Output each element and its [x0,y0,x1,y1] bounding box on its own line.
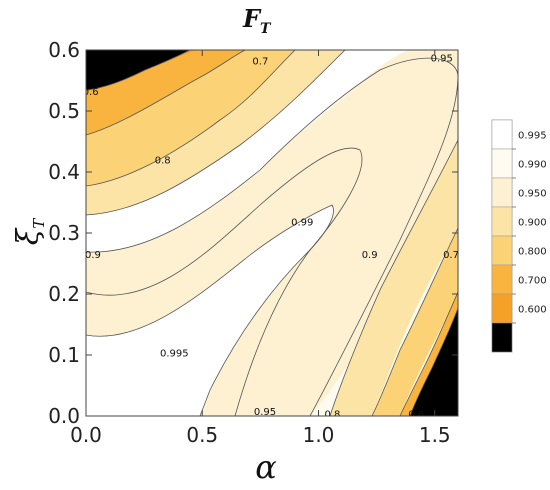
y-tick-label: 0.6 [48,38,80,62]
contour-line-0.95 [86,57,458,416]
contour-line-0.9-right [329,139,458,416]
contour-label: 0.6 [83,87,99,98]
x-tick-label: 0.5 [186,423,218,447]
legend-swatch [491,293,513,324]
x-tick-label: 1.5 [419,423,451,447]
contour-label: 0.7 [443,250,459,261]
legend-swatch [491,148,513,179]
contour-line-0.6-left [86,50,191,91]
legend-label: 0.800 [518,247,547,258]
contour-lines [86,50,458,416]
contour-label: 0.8 [155,155,171,166]
legend-label: 0.990 [518,160,547,171]
contour-line-0.9-left [86,50,346,216]
x-axis-ticks: 0.0 0.5 1.0 1.5 [70,50,451,447]
contour-label: 0.95 [431,53,453,64]
legend-label: 0.950 [518,189,547,200]
contour-line-0.8-right [371,227,458,416]
contour-labels: 0.6 0.7 0.95 0.8 0.99 0.9 0.9 0.7 0.995 0.95 0.8 0.… [83,53,459,421]
contour-label: 0.99 [291,218,313,229]
band-below-0.6-topleft [86,50,190,90]
legend-label: 0.600 [518,305,547,316]
y-axis-label: ξT [11,218,48,246]
legend-swatch [491,206,513,237]
band-0.8-right [372,228,458,416]
x-tick-label: 1.0 [303,423,335,447]
contour-label: 0.9 [85,250,101,261]
contour-label: 0.8 [324,410,340,421]
contour-line-0.99 [86,147,363,416]
contour-label: 0.7 [252,56,268,67]
y-tick-label: 0.0 [48,404,80,428]
y-tick-label: 0.4 [48,160,80,184]
contour-label: 0.6 [408,410,424,421]
plot-area: 0.6 0.7 0.95 0.8 0.99 0.9 0.9 0.7 0.995 0.95 0.8 0.… [83,50,459,421]
y-tick-label: 0.2 [48,282,80,306]
x-tick-label: 0.0 [70,423,102,447]
legend-swatch [491,119,513,150]
y-tick-label: 0.5 [48,99,80,123]
legend-swatch [491,177,513,208]
contour-line-0.7-right [399,291,458,416]
x-axis-label: α [255,448,277,486]
chart-title: FT [242,4,272,37]
legend-swatch [491,235,513,266]
contour-line-0.995 [86,204,334,416]
legend: 0.995 0.990 0.950 0.900 0.800 0.700 0.600 [491,119,547,353]
contour-label: 0.9 [362,250,378,261]
y-tick-label: 0.3 [48,221,80,245]
legend-label: 0.900 [518,218,547,229]
contour-label: 0.995 [160,349,189,360]
contour-line-0.6-right [409,307,458,416]
contour-label: 0.95 [254,407,276,418]
y-tick-label: 0.1 [48,343,80,367]
legend-label: 0.700 [518,276,547,287]
band-0.995 [86,205,334,416]
y-axis-ticks: 0.00.10.20.30.40.50.6 [48,38,458,428]
legend-swatch [491,322,513,353]
legend-swatch [491,264,513,295]
band-0.9-right [330,140,458,416]
legend-label: 0.995 [518,131,547,142]
contour-line-0.8-left [86,50,296,187]
contour-line-0.7-left [86,50,246,136]
